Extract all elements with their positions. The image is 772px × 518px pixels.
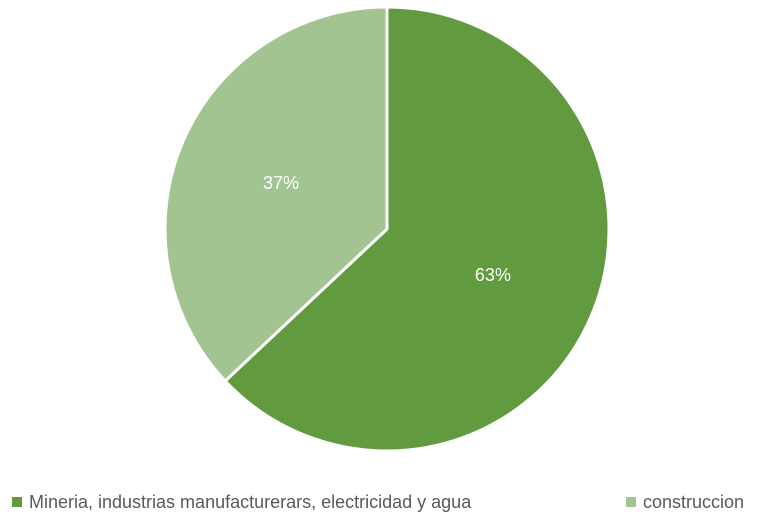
data-label-construccion: 37% (263, 173, 299, 193)
legend-item-mineria: Mineria, industrias manufacturerars, ele… (12, 490, 471, 514)
legend: Mineria, industrias manufacturerars, ele… (0, 490, 772, 514)
pie-plot-area: 63% 37% (163, 5, 611, 453)
data-label-mineria: 63% (475, 265, 511, 285)
pie-slice-mineria (223, 5, 611, 453)
legend-swatch-mineria (12, 497, 22, 507)
legend-swatch-construccion (626, 497, 636, 507)
pie-slice-construccion (163, 5, 389, 383)
legend-label-construccion: construccion (643, 492, 745, 512)
legend-label-mineria: Mineria, industrias manufacturerars, ele… (29, 492, 472, 512)
legend-item-construccion: construccion (626, 490, 744, 514)
